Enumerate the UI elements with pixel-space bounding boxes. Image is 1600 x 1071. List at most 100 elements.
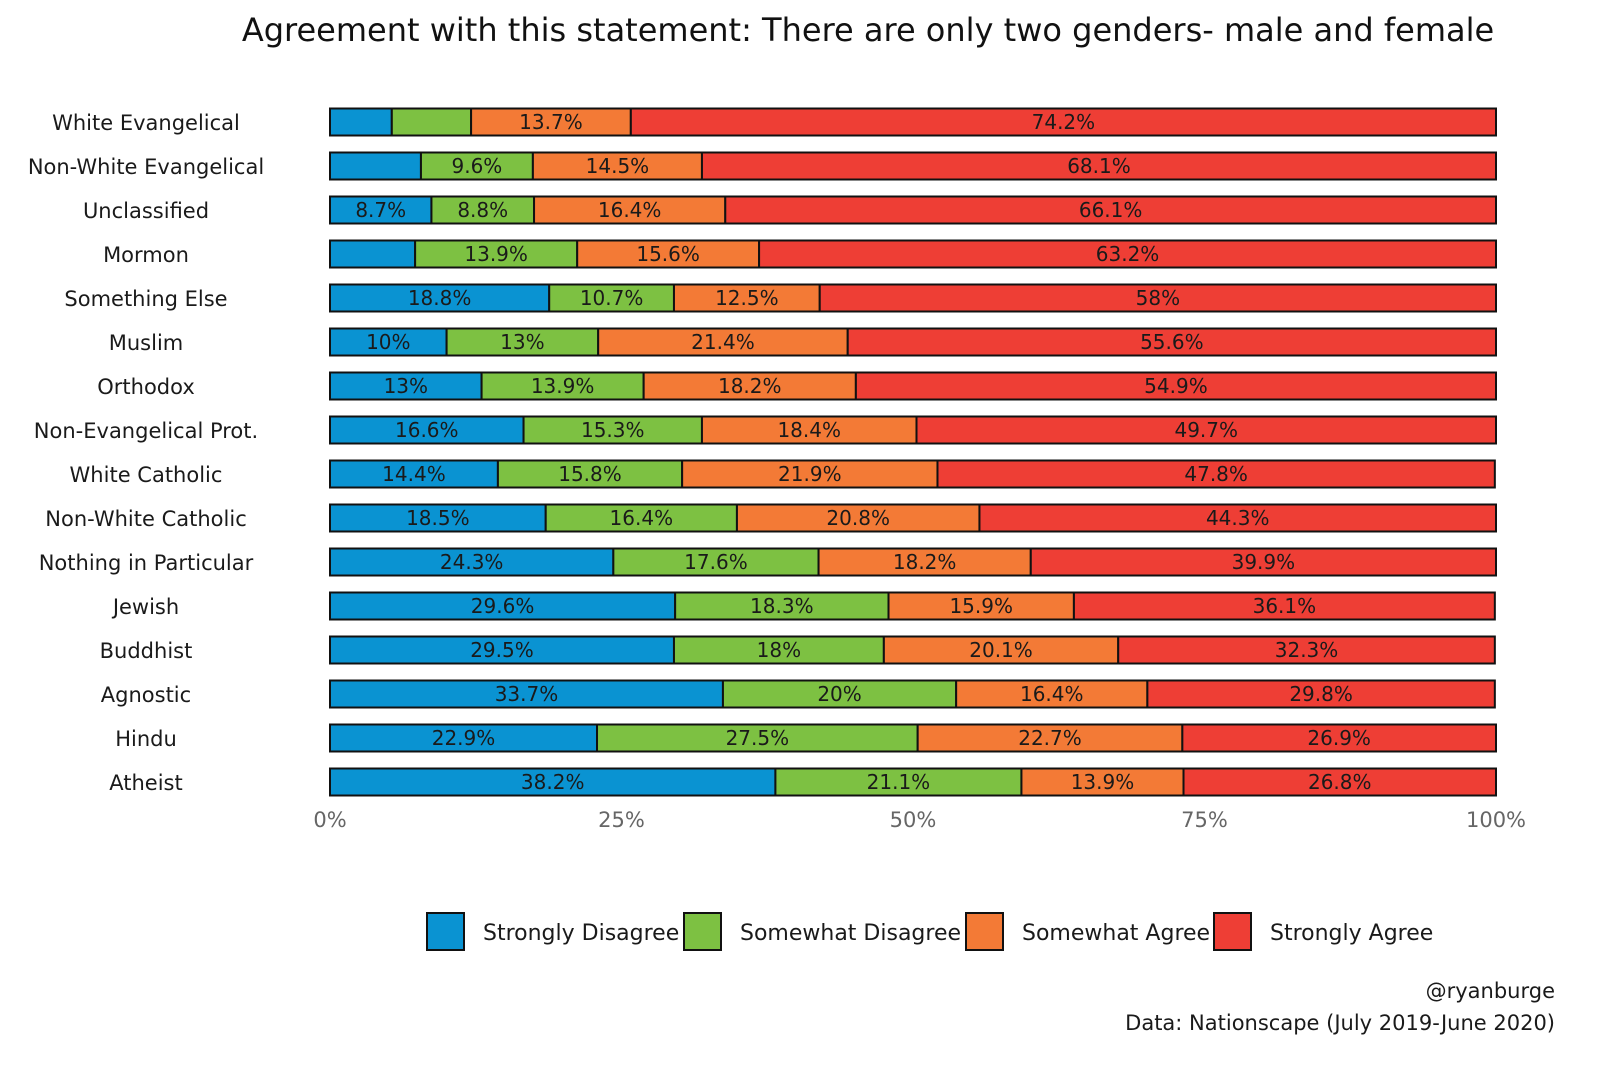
bar-segment-strongly-agree xyxy=(1181,723,1497,753)
data-label: 13% xyxy=(500,330,544,354)
chart-title: Agreement with this statement: There are… xyxy=(242,11,1494,49)
data-label: 36.1% xyxy=(1253,594,1317,618)
x-tick-label: 25% xyxy=(598,808,645,832)
x-tick-label: 100% xyxy=(1466,808,1526,832)
bar-segment-strongly-disagree xyxy=(329,767,777,797)
bar-segment-strongly-disagree xyxy=(329,327,448,357)
data-label: 58% xyxy=(1136,286,1180,310)
bar-segment-strongly-agree xyxy=(1146,679,1496,709)
bar-segment-somewhat-disagree xyxy=(414,239,579,269)
bar-segment-somewhat-agree xyxy=(681,459,939,489)
data-label: 63.2% xyxy=(1096,242,1160,266)
data-label: 16.6% xyxy=(395,418,459,442)
caption-handle: @ryanburge xyxy=(1426,979,1555,1003)
bar-segment-strongly-agree xyxy=(936,459,1496,489)
data-label: 32.3% xyxy=(1275,638,1339,662)
data-label: 26.9% xyxy=(1307,726,1371,750)
data-label: 14.5% xyxy=(586,154,650,178)
data-label: 21.4% xyxy=(691,330,755,354)
bar-segment-somewhat-disagree xyxy=(480,371,645,401)
data-label: 49.7% xyxy=(1174,418,1238,442)
data-label: 14.4% xyxy=(382,462,446,486)
category-labels: White Evangelical Non-White Evangelical Un… xyxy=(28,111,264,795)
data-label: 33.7% xyxy=(495,682,559,706)
data-label: 74.2% xyxy=(1032,110,1096,134)
data-label: 55.6% xyxy=(1140,330,1204,354)
legend-swatch-somewhat-agree xyxy=(965,912,1004,951)
legend-label-somewhat-disagree: Somewhat Disagree xyxy=(740,921,961,946)
bar-segment-strongly-disagree xyxy=(329,547,615,577)
x-tick-label: 50% xyxy=(890,808,937,832)
data-label: 15.3% xyxy=(581,418,645,442)
bar-segment-somewhat-agree xyxy=(1020,767,1185,797)
data-label: 17.6% xyxy=(684,550,748,574)
data-label: 68.1% xyxy=(1067,154,1131,178)
bar-segment-somewhat-disagree xyxy=(672,635,885,665)
data-label: 29.5% xyxy=(470,638,534,662)
category-label: Buddhist xyxy=(100,639,193,663)
bar-segment-somewhat-agree xyxy=(597,327,849,357)
legend-label-strongly-disagree: Strongly Disagree xyxy=(483,921,679,946)
data-label: 12.5% xyxy=(715,286,779,310)
category-label: Non-White Catholic xyxy=(45,507,246,531)
category-label: Something Else xyxy=(64,287,227,311)
data-label: 13.9% xyxy=(464,242,528,266)
category-label: White Catholic xyxy=(70,463,223,487)
bar-segment-somewhat-agree xyxy=(882,635,1120,665)
data-label: 18% xyxy=(757,638,801,662)
data-label: 15.8% xyxy=(558,462,622,486)
legend-swatch-strongly-disagree xyxy=(426,912,465,951)
bar-segment-somewhat-disagree xyxy=(721,679,958,709)
data-label: 15.9% xyxy=(949,594,1013,618)
data-label: 38.2% xyxy=(521,770,585,794)
legend-swatch-somewhat-disagree xyxy=(683,912,722,951)
data-label: 54.9% xyxy=(1144,374,1208,398)
bar-segment-strongly-agree xyxy=(818,283,1497,313)
bar-segment-strongly-disagree xyxy=(329,283,551,313)
data-label: 18.8% xyxy=(408,286,472,310)
data-label: 16.4% xyxy=(1020,682,1084,706)
bar-segment-somewhat-disagree xyxy=(596,723,919,753)
bar-segment-strongly-disagree xyxy=(329,723,599,753)
bar-segment-strongly-disagree xyxy=(329,151,422,181)
category-label: Unclassified xyxy=(83,199,209,223)
data-label: 29.6% xyxy=(471,594,535,618)
data-label: 13% xyxy=(384,374,428,398)
bar-segment-strongly-agree xyxy=(1182,767,1497,797)
data-label: 10% xyxy=(366,330,410,354)
data-label: 18.2% xyxy=(893,550,957,574)
legend-swatch-strongly-agree xyxy=(1213,912,1252,951)
bar-segment-strongly-agree xyxy=(758,239,1497,269)
data-label: 20.1% xyxy=(969,638,1033,662)
bar-segment-strongly-agree xyxy=(846,327,1497,357)
bar-segment-somewhat-agree xyxy=(700,415,918,445)
data-label: 20.8% xyxy=(826,506,890,530)
caption-source: Data: Nationscape (July 2019-June 2020) xyxy=(1125,1011,1555,1035)
bar-segment-strongly-agree xyxy=(700,151,1497,181)
category-label: Atheist xyxy=(109,771,182,795)
bar-segment-somewhat-disagree xyxy=(419,151,534,181)
data-label: 16.4% xyxy=(610,506,674,530)
category-label: Agnostic xyxy=(101,683,191,707)
legend-label-somewhat-agree: Somewhat Agree xyxy=(1022,921,1210,946)
bar-segment-somewhat-agree xyxy=(916,723,1184,753)
bar-segment-strongly-disagree xyxy=(329,679,724,709)
data-label: 22.7% xyxy=(1018,726,1082,750)
data-label: 22.9% xyxy=(432,726,496,750)
category-label: Orthodox xyxy=(97,375,195,399)
category-label: Mormon xyxy=(103,243,189,267)
category-label: Hindu xyxy=(115,727,177,751)
legend: Strongly Disagree Somewhat Disagree Somewh… xyxy=(426,912,1433,951)
x-axis-ticks: 0% 25% 50% 75% 100% xyxy=(313,808,1526,832)
data-label: 24.3% xyxy=(440,550,504,574)
data-label: 13.7% xyxy=(519,110,583,134)
data-label: 9.6% xyxy=(452,154,503,178)
bar-segment-strongly-agree xyxy=(978,503,1497,533)
data-label: 20% xyxy=(817,682,861,706)
bars: 13.7% 74.2% 9.6% 14.5% 68.1% 8.7% 8.8% 16.4% 66.… xyxy=(329,107,1497,797)
data-label: 18.2% xyxy=(718,374,782,398)
bar-segment-strongly-agree xyxy=(1072,591,1496,621)
data-label: 18.5% xyxy=(406,506,470,530)
